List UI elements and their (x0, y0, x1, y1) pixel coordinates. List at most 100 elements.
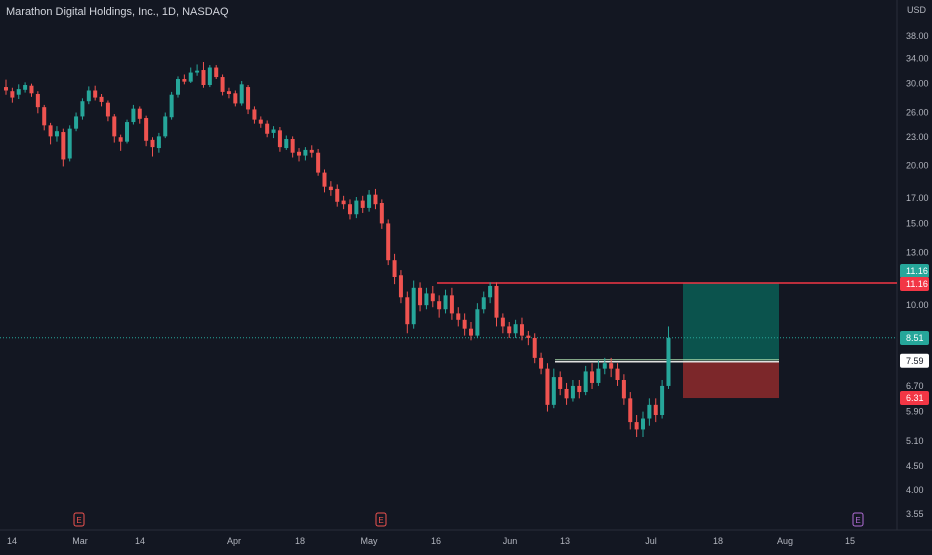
candle (175, 79, 180, 95)
price-label: 11.16 (906, 279, 928, 289)
candle (156, 136, 161, 149)
candle (322, 172, 327, 187)
candle (309, 149, 314, 153)
candle (507, 326, 512, 334)
y-tick-label: 15.00 (906, 218, 929, 228)
candle (570, 385, 575, 399)
candle (290, 138, 295, 153)
x-tick-label: May (360, 536, 378, 546)
candle (4, 87, 8, 91)
candle (93, 90, 98, 98)
candle (564, 388, 569, 399)
candle (125, 122, 130, 142)
price-label: 6.31 (906, 393, 924, 403)
candle (354, 200, 359, 215)
candle (609, 363, 614, 369)
x-tick-label: 18 (713, 536, 723, 546)
candle (488, 285, 493, 298)
x-tick-label: 14 (7, 536, 17, 546)
x-tick-label: 13 (560, 536, 570, 546)
x-tick-label: Apr (227, 536, 241, 546)
price-label: 11.16 (906, 266, 928, 276)
y-tick-label: 23.00 (906, 132, 929, 142)
candle (220, 77, 225, 92)
candle (277, 130, 282, 148)
candle (500, 317, 505, 327)
profit-zone (683, 283, 779, 361)
candle (67, 128, 72, 159)
y-tick-label: 30.00 (906, 79, 929, 89)
candle (163, 116, 168, 137)
candle (373, 194, 378, 205)
candle (214, 67, 219, 78)
x-tick-label: 15 (845, 536, 855, 546)
y-tick-label: 38.00 (906, 31, 929, 41)
loss-zone (683, 360, 779, 399)
y-tick-label: 4.00 (906, 485, 924, 495)
candle (195, 70, 200, 73)
earnings-icon (375, 512, 387, 527)
candle (430, 293, 435, 302)
candle (634, 422, 639, 430)
earnings-icon-label: E (378, 516, 383, 525)
candle (23, 85, 28, 90)
candle (61, 132, 66, 160)
candle (16, 89, 21, 95)
candle (456, 313, 461, 320)
candle (360, 200, 365, 208)
candle (182, 79, 187, 82)
candle (398, 275, 403, 298)
candle (641, 418, 645, 430)
candle (418, 287, 423, 306)
candle (105, 102, 110, 117)
candle (437, 301, 442, 310)
candle (545, 368, 550, 405)
candle (328, 186, 333, 191)
chart-title: Marathon Digital Holdings, Inc., 1D, NAS… (6, 6, 229, 18)
x-tick-label: Mar (72, 536, 88, 546)
candle (169, 94, 174, 118)
candle (481, 297, 486, 310)
candle (42, 107, 47, 126)
candle (596, 368, 601, 383)
candle (469, 328, 474, 336)
candle (29, 85, 34, 94)
candle (411, 287, 416, 325)
y-tick-label: 17.00 (906, 193, 929, 203)
earnings-icon-label: E (855, 516, 860, 525)
candle (252, 109, 257, 120)
entry-price-label-bg (900, 353, 929, 368)
y-tick-label: 10.00 (906, 300, 929, 310)
candle (35, 94, 40, 108)
candle (443, 295, 448, 310)
candle (239, 84, 244, 104)
candle (660, 385, 665, 416)
candle (112, 116, 117, 137)
candle (583, 371, 588, 393)
candle (539, 357, 544, 369)
candle (551, 377, 556, 405)
candle (99, 96, 104, 102)
candle (284, 138, 289, 149)
candle (621, 379, 626, 399)
candle (258, 119, 263, 124)
candle (513, 324, 518, 334)
candle (405, 297, 410, 325)
candle (367, 194, 372, 208)
earnings-icon-label: E (76, 516, 81, 525)
price-label-bg (900, 391, 929, 405)
candle (54, 131, 59, 137)
price-label-bg (900, 264, 929, 278)
y-tick-label: 5.90 (906, 407, 924, 417)
candle (48, 125, 53, 137)
x-tick-label: 14 (135, 536, 145, 546)
candle (144, 118, 149, 141)
candle (392, 260, 397, 278)
candle (379, 202, 384, 224)
candle (80, 101, 85, 117)
candle (494, 285, 499, 318)
candle (341, 200, 346, 205)
candle (347, 204, 352, 215)
